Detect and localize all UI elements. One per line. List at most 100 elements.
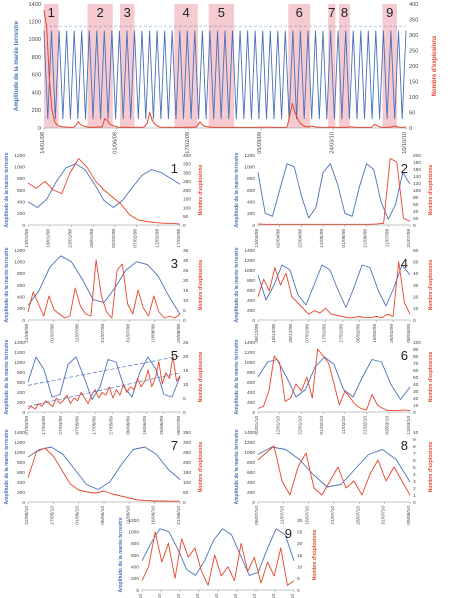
x-tick-label: 02/01/10 [254,416,260,435]
y-right-tick-label: 7 [413,451,416,457]
x-tick-label: 10/08/08 [151,324,157,343]
x-tick-label: 26/02/09 [389,324,395,343]
chart-p8: 8020040060080010001200140001234567891006… [234,429,434,524]
y-right-tick-label: 8 [413,444,416,450]
y-left-tick-label: 0 [252,318,255,324]
y-right-tick-label: 25 [183,340,189,346]
y-right-tick-label: 20 [183,354,189,360]
series-explosions [27,259,181,319]
x-tick-label: 21/06/08 [363,229,369,248]
y-left-tick-label: 200 [247,490,255,496]
x-tick-label: 26/07/10 [355,506,361,525]
chart-p3: 30200400600800100012000510152025303521/0… [4,247,204,342]
y-right-tick-label: 60 [413,248,419,254]
series-tide [27,163,181,208]
x-tick-label: 18/11/10 [138,594,144,598]
y-left-tick-label: 200 [247,308,255,314]
x-tick-label: 23/12/10 [271,594,277,598]
y-left-tick-label: 1200 [14,440,25,446]
x-tick-label: 13/03/10 [406,416,412,435]
series-explosions [43,10,407,128]
band-label: 1 [48,5,55,20]
y-left-tick-label: 1200 [14,248,25,254]
y-axis-title-right: Nombre d'explosions [198,351,204,402]
y-left-tick-label: 1000 [244,164,255,170]
y-right-tick-label: 3 [413,479,416,485]
y-right-tick-label: 90 [413,347,419,353]
y-left-tick-label: 1400 [244,340,255,346]
band-label: 4 [182,5,189,20]
y-right-tick-label: 30 [413,283,419,289]
y-left-tick-label: 200 [17,400,25,406]
y-axis-title-right: Nombre d'explosions [428,259,434,310]
x-tick-label: 07/01/09 [305,324,311,343]
y-left-tick-label: 0 [252,500,255,506]
chart-p2: 2020040060080010001200020406080100120140… [234,152,434,247]
y-left-tick-label: 600 [32,73,41,79]
y-right-tick-label: 20 [183,278,189,284]
y-right-tick-label: 20 [413,396,419,402]
y-right-tick-label: 9 [413,437,416,443]
series-explosions [257,158,411,225]
x-tick-label: 11/06/10 [125,506,131,525]
x-tick-label: 06/07/10 [254,506,260,525]
x-tick-label: 28/12/08 [288,324,294,343]
y-right-tick-label: 0 [413,318,416,324]
x-tick-label: 23/11/10 [157,594,163,598]
y-right-tick-label: 400 [409,2,418,8]
y-right-tick-label: 0 [413,410,416,416]
panel-label: 9 [285,526,292,541]
panel-label: 2 [401,161,408,176]
y-left-tick-label: 800 [17,176,25,182]
y-right-tick-label: 50 [183,214,189,220]
x-tick-label: 05/09/09 [257,132,263,154]
x-tick-label: 11/07/08 [384,229,390,248]
y-right-tick-label: 80 [413,354,419,360]
y-left-tick-label: 600 [17,188,25,194]
x-tick-label: 16/02/09 [372,324,378,343]
y-right-tick-label: 200 [409,64,418,70]
y-right-tick-label: 350 [183,162,191,168]
y-right-tick-label: 0 [409,126,412,132]
y-left-tick-label: 0 [252,223,255,229]
x-tick-label: 17/02/08 [176,229,182,248]
x-tick-label: 16/07/10 [305,506,311,525]
band-label: 8 [341,5,348,20]
x-tick-label: 01/06/08 [112,132,118,154]
y-left-tick-label: 400 [32,90,41,96]
x-tick-label: 21/07/10 [330,506,336,525]
y-right-tick-label: 35 [183,248,189,254]
y-right-tick-label: 200 [413,153,421,159]
x-tick-label: 01/06/10 [75,506,81,525]
x-tick-label: 31/07/10 [381,506,387,525]
y-left-tick-label: 1000 [29,37,41,43]
x-tick-label: 11/07/10 [279,506,285,525]
y-right-tick-label: 30 [413,389,419,395]
y-right-tick-label: 150 [183,197,191,203]
y-left-tick-label: 800 [247,460,255,466]
y-right-tick-label: 20 [413,294,419,300]
y-left-tick-label: 1000 [244,360,255,366]
x-tick-label: 17/01/09 [322,324,328,343]
y-axis-title-right: Nombre d'explosions [428,441,434,492]
y-right-tick-label: 15 [183,368,189,374]
x-tick-label: 12/05/08 [319,229,325,248]
y-left-tick-label: 800 [17,271,25,277]
y-axis-title-left: Amplitude de la marée terrestre [4,429,10,504]
x-tick-label: 27/05/10 [49,506,55,525]
y-left-tick-label: 400 [17,390,25,396]
y-left-tick-label: 1400 [29,2,41,8]
y-right-tick-label: 0 [183,318,186,324]
y-right-tick-label: 300 [183,170,191,176]
chart-p9: 9 0 200 400 600 800 1000 1200 0 5 10 15 20 25 30 18/11/… [118,517,318,598]
y-left-tick-label: 0 [22,223,25,229]
y-right-tick-label: 200 [183,460,191,466]
y-left-tick-label: 600 [131,553,139,559]
x-tick-label: 21/07/08 [100,324,106,343]
x-tick-label: 26/06/09 [159,416,165,435]
y-left-tick-label: 600 [247,470,255,476]
x-tick-label: 28/12/10 [290,594,296,598]
y-left-tick-label: 1000 [14,360,25,366]
panel-label: 8 [401,438,408,453]
y-right-tick-label: 250 [183,450,191,456]
